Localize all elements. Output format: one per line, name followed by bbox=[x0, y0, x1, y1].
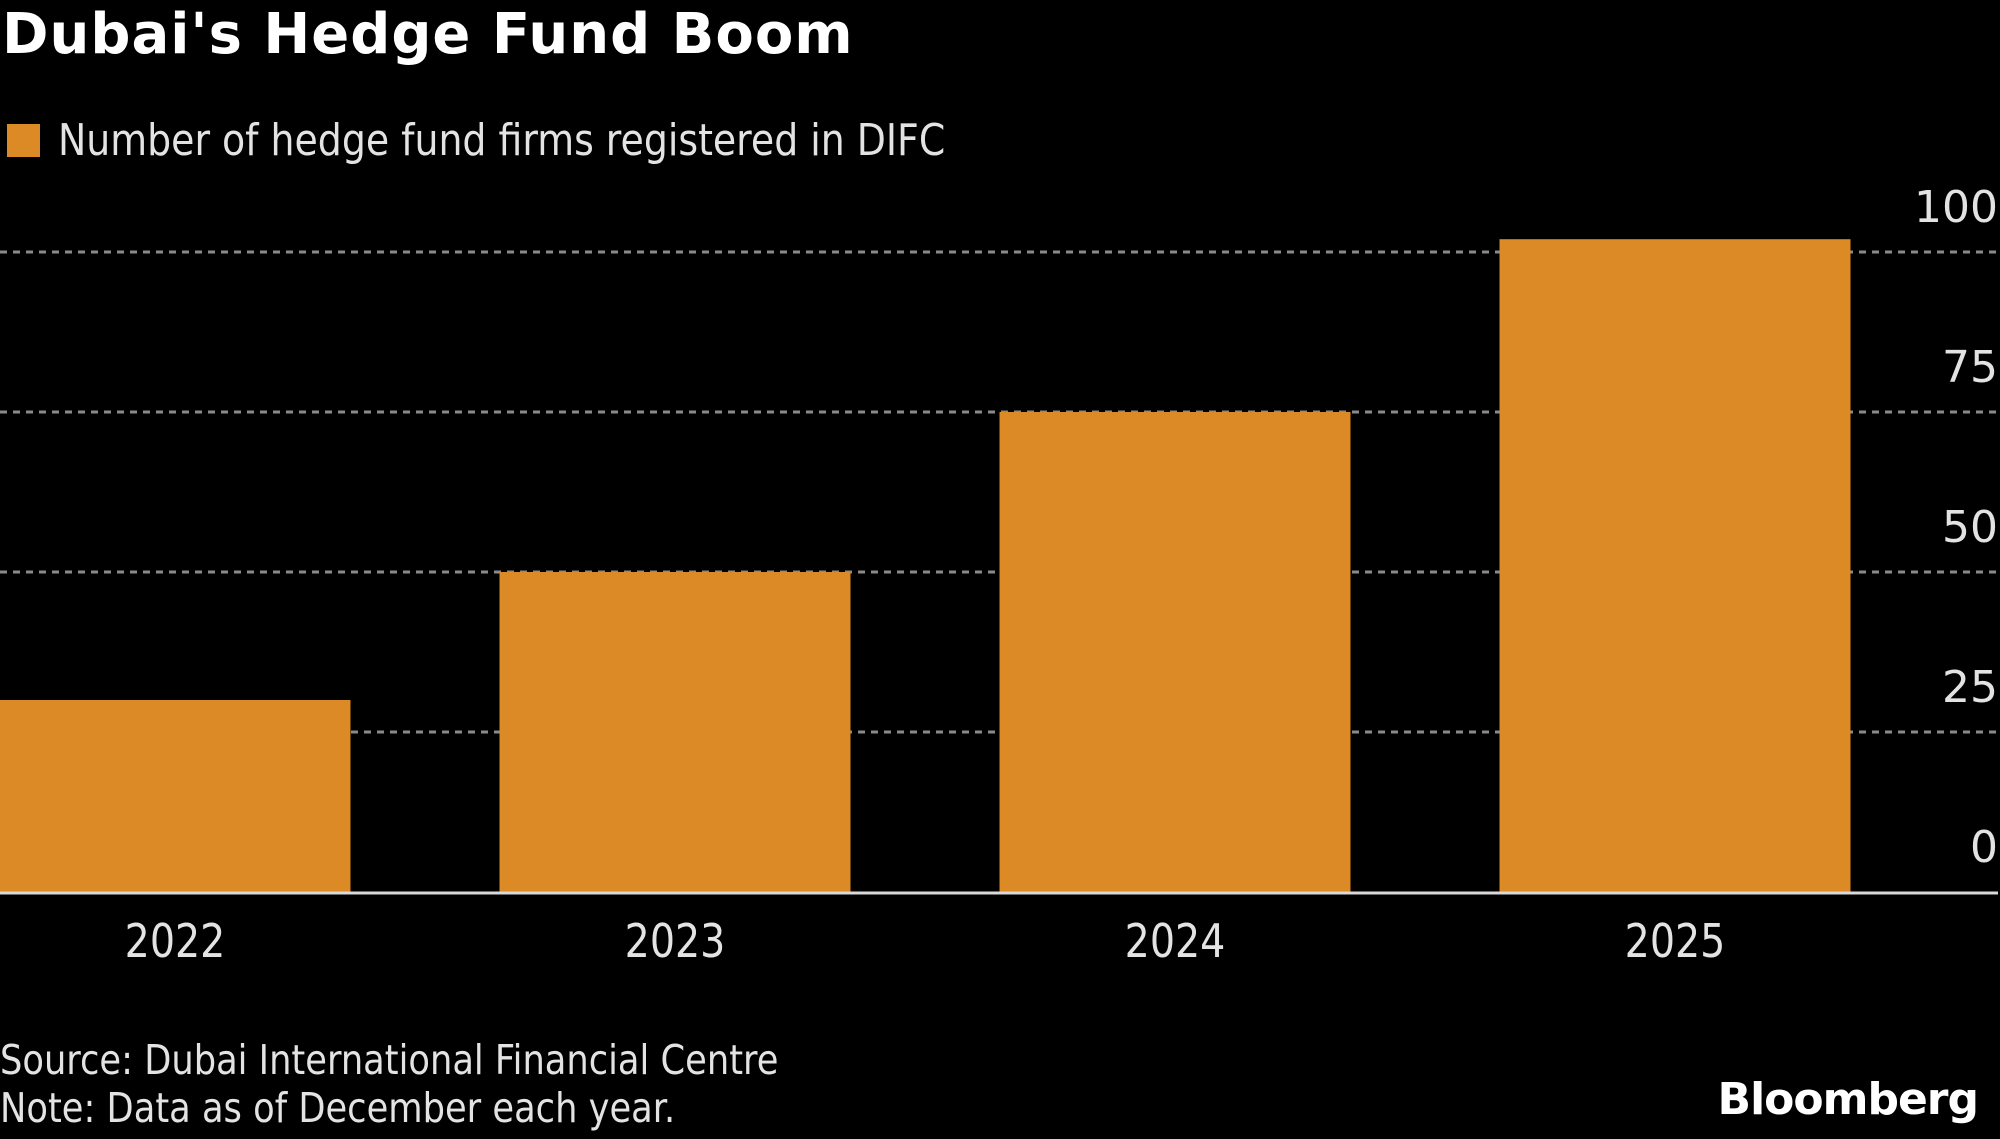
y-tick-label: 25 bbox=[1942, 662, 1998, 713]
y-tick-label: 50 bbox=[1942, 502, 1998, 553]
y-tick-label: 0 bbox=[1970, 822, 1998, 873]
y-tick-label: 75 bbox=[1942, 342, 1998, 393]
footer: Source: Dubai International Financial Ce… bbox=[0, 1036, 905, 1132]
x-tick-label: 2022 bbox=[125, 915, 226, 969]
bar-2025 bbox=[1499, 239, 1851, 892]
y-axis-tick-labels: 0 25 50 75 100 bbox=[1914, 182, 1998, 873]
legend-label: Number of hedge fund firms registered in… bbox=[58, 114, 946, 166]
x-tick-label: 2025 bbox=[1625, 915, 1726, 969]
bloomberg-logo: Bloomberg bbox=[1717, 1074, 1979, 1125]
chart-title: Dubai's Hedge Fund Boom bbox=[2, 2, 854, 67]
x-tick-label: 2024 bbox=[1125, 915, 1226, 969]
x-axis-tick-labels: 2022 2023 2024 2025 bbox=[125, 915, 1726, 969]
legend-swatch bbox=[7, 123, 40, 157]
bar-2022 bbox=[0, 700, 351, 892]
y-tick-label: 100 bbox=[1914, 182, 1998, 233]
bars bbox=[0, 239, 1851, 892]
data-note: Note: Data as of December each year. bbox=[0, 1084, 676, 1132]
source-note: Source: Dubai International Financial Ce… bbox=[0, 1036, 779, 1084]
bar-2023 bbox=[499, 572, 851, 892]
bar-2024 bbox=[999, 412, 1351, 892]
bar-chart: 0 25 50 75 100 2022 2023 2024 2025 bbox=[0, 182, 1998, 969]
x-tick-label: 2023 bbox=[625, 915, 726, 969]
legend: Number of hedge fund firms registered in… bbox=[7, 112, 1090, 168]
